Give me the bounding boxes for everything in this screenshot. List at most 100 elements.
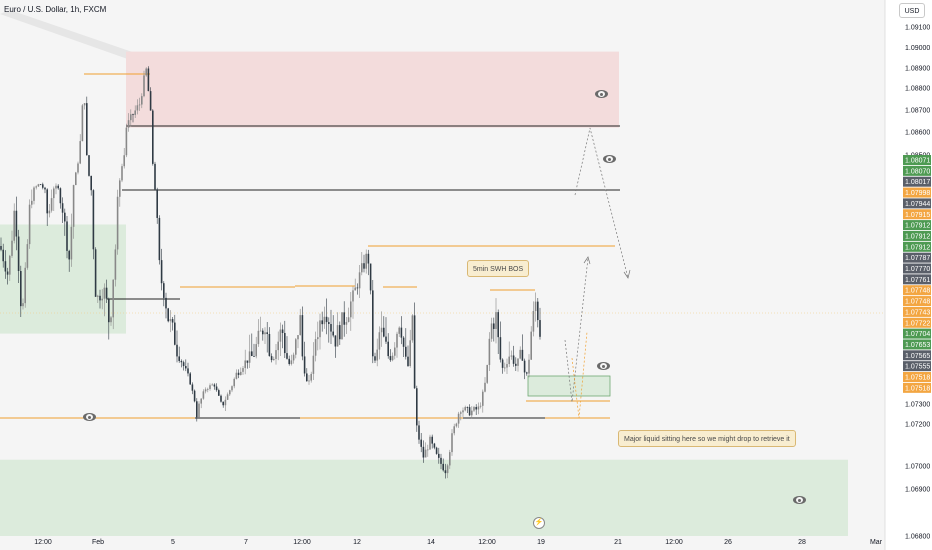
candle	[339, 325, 341, 340]
y-tick-label: 1.09100	[905, 25, 930, 32]
candle	[383, 327, 385, 337]
candle	[46, 189, 48, 214]
candle	[11, 240, 13, 256]
candle	[222, 401, 224, 406]
candle	[416, 388, 418, 426]
eye-icon[interactable]	[597, 362, 610, 370]
price-badge	[903, 165, 931, 176]
candle	[61, 203, 64, 213]
candle	[9, 255, 11, 275]
candle	[64, 212, 66, 222]
candle	[325, 316, 328, 323]
candle	[523, 360, 526, 373]
candle	[394, 347, 396, 356]
x-tick-label: 28	[798, 539, 806, 546]
candle	[530, 331, 532, 360]
eye-icon[interactable]	[603, 155, 616, 163]
candle	[328, 322, 330, 325]
candle	[251, 351, 253, 356]
candle	[116, 196, 119, 250]
candle	[101, 298, 103, 301]
candle	[424, 449, 427, 458]
candle	[387, 341, 389, 357]
candle	[215, 386, 218, 391]
candle	[248, 351, 251, 363]
candle	[352, 290, 354, 302]
x-tick-label: 12:00	[293, 539, 311, 546]
candle	[110, 317, 112, 323]
candle	[376, 349, 378, 361]
candle	[70, 226, 73, 260]
candle	[490, 323, 493, 339]
projection-arrow	[571, 331, 588, 419]
candle	[409, 340, 411, 366]
x-tick-label: 14	[427, 539, 435, 546]
candle	[200, 398, 202, 404]
candle	[55, 185, 57, 189]
candle	[427, 449, 429, 451]
candle	[213, 384, 216, 387]
candle	[400, 327, 403, 338]
candle	[319, 320, 321, 338]
currency-badge[interactable]: USD	[899, 3, 925, 18]
candle	[198, 403, 200, 418]
x-tick-label: 26	[724, 539, 732, 546]
candle	[13, 210, 15, 241]
candle	[97, 295, 99, 297]
candle	[57, 185, 59, 189]
candle	[517, 358, 519, 366]
candle	[345, 321, 348, 325]
candle	[0, 246, 2, 250]
candle	[471, 410, 473, 416]
candle	[347, 317, 350, 322]
candle	[246, 360, 249, 363]
candle	[493, 323, 495, 329]
price-badge	[903, 230, 931, 241]
candle	[141, 96, 143, 105]
candle	[431, 436, 433, 444]
eye-icon[interactable]	[83, 413, 96, 421]
candle	[286, 353, 288, 359]
x-axis: 12:00 Feb 5 7 12:00 12 14 12:00 19 21 12:00 26 28 Mar	[34, 539, 882, 546]
candle	[189, 373, 191, 385]
candle	[134, 110, 136, 115]
candle	[486, 364, 488, 383]
candle	[497, 312, 499, 338]
candle	[350, 301, 352, 318]
candle	[28, 204, 31, 245]
price-badge-label: 1.08017	[905, 179, 930, 186]
candle	[510, 355, 513, 357]
eye-icon[interactable]	[595, 90, 608, 98]
candle	[499, 337, 502, 360]
candle	[306, 373, 308, 382]
candle	[33, 187, 35, 201]
candle	[391, 355, 394, 361]
replay-icon[interactable]: ⚡	[533, 517, 545, 529]
candle	[457, 413, 460, 424]
candle	[17, 236, 20, 272]
candle	[149, 91, 152, 111]
price-badge-label: 1.08070	[905, 168, 930, 175]
x-tick-label: 5	[171, 539, 175, 546]
candle	[66, 221, 68, 251]
candle	[396, 333, 398, 348]
candle	[332, 331, 334, 336]
price-badge-label: 1.07787	[905, 255, 930, 262]
eye-icon[interactable]	[793, 496, 806, 504]
symbol-title[interactable]: Euro / U.S. Dollar, 1h, FXCM	[4, 5, 107, 14]
candle	[72, 185, 75, 227]
candle	[231, 386, 233, 391]
candle	[2, 249, 4, 262]
candle	[37, 184, 40, 187]
demand-zone	[527, 375, 611, 397]
candle	[237, 372, 240, 375]
y-tick-label: 1.07200	[905, 422, 930, 429]
candle	[233, 378, 235, 387]
candle	[180, 360, 183, 363]
candle	[341, 312, 343, 340]
candle	[163, 283, 165, 298]
candle	[92, 190, 95, 250]
candle	[312, 355, 315, 374]
